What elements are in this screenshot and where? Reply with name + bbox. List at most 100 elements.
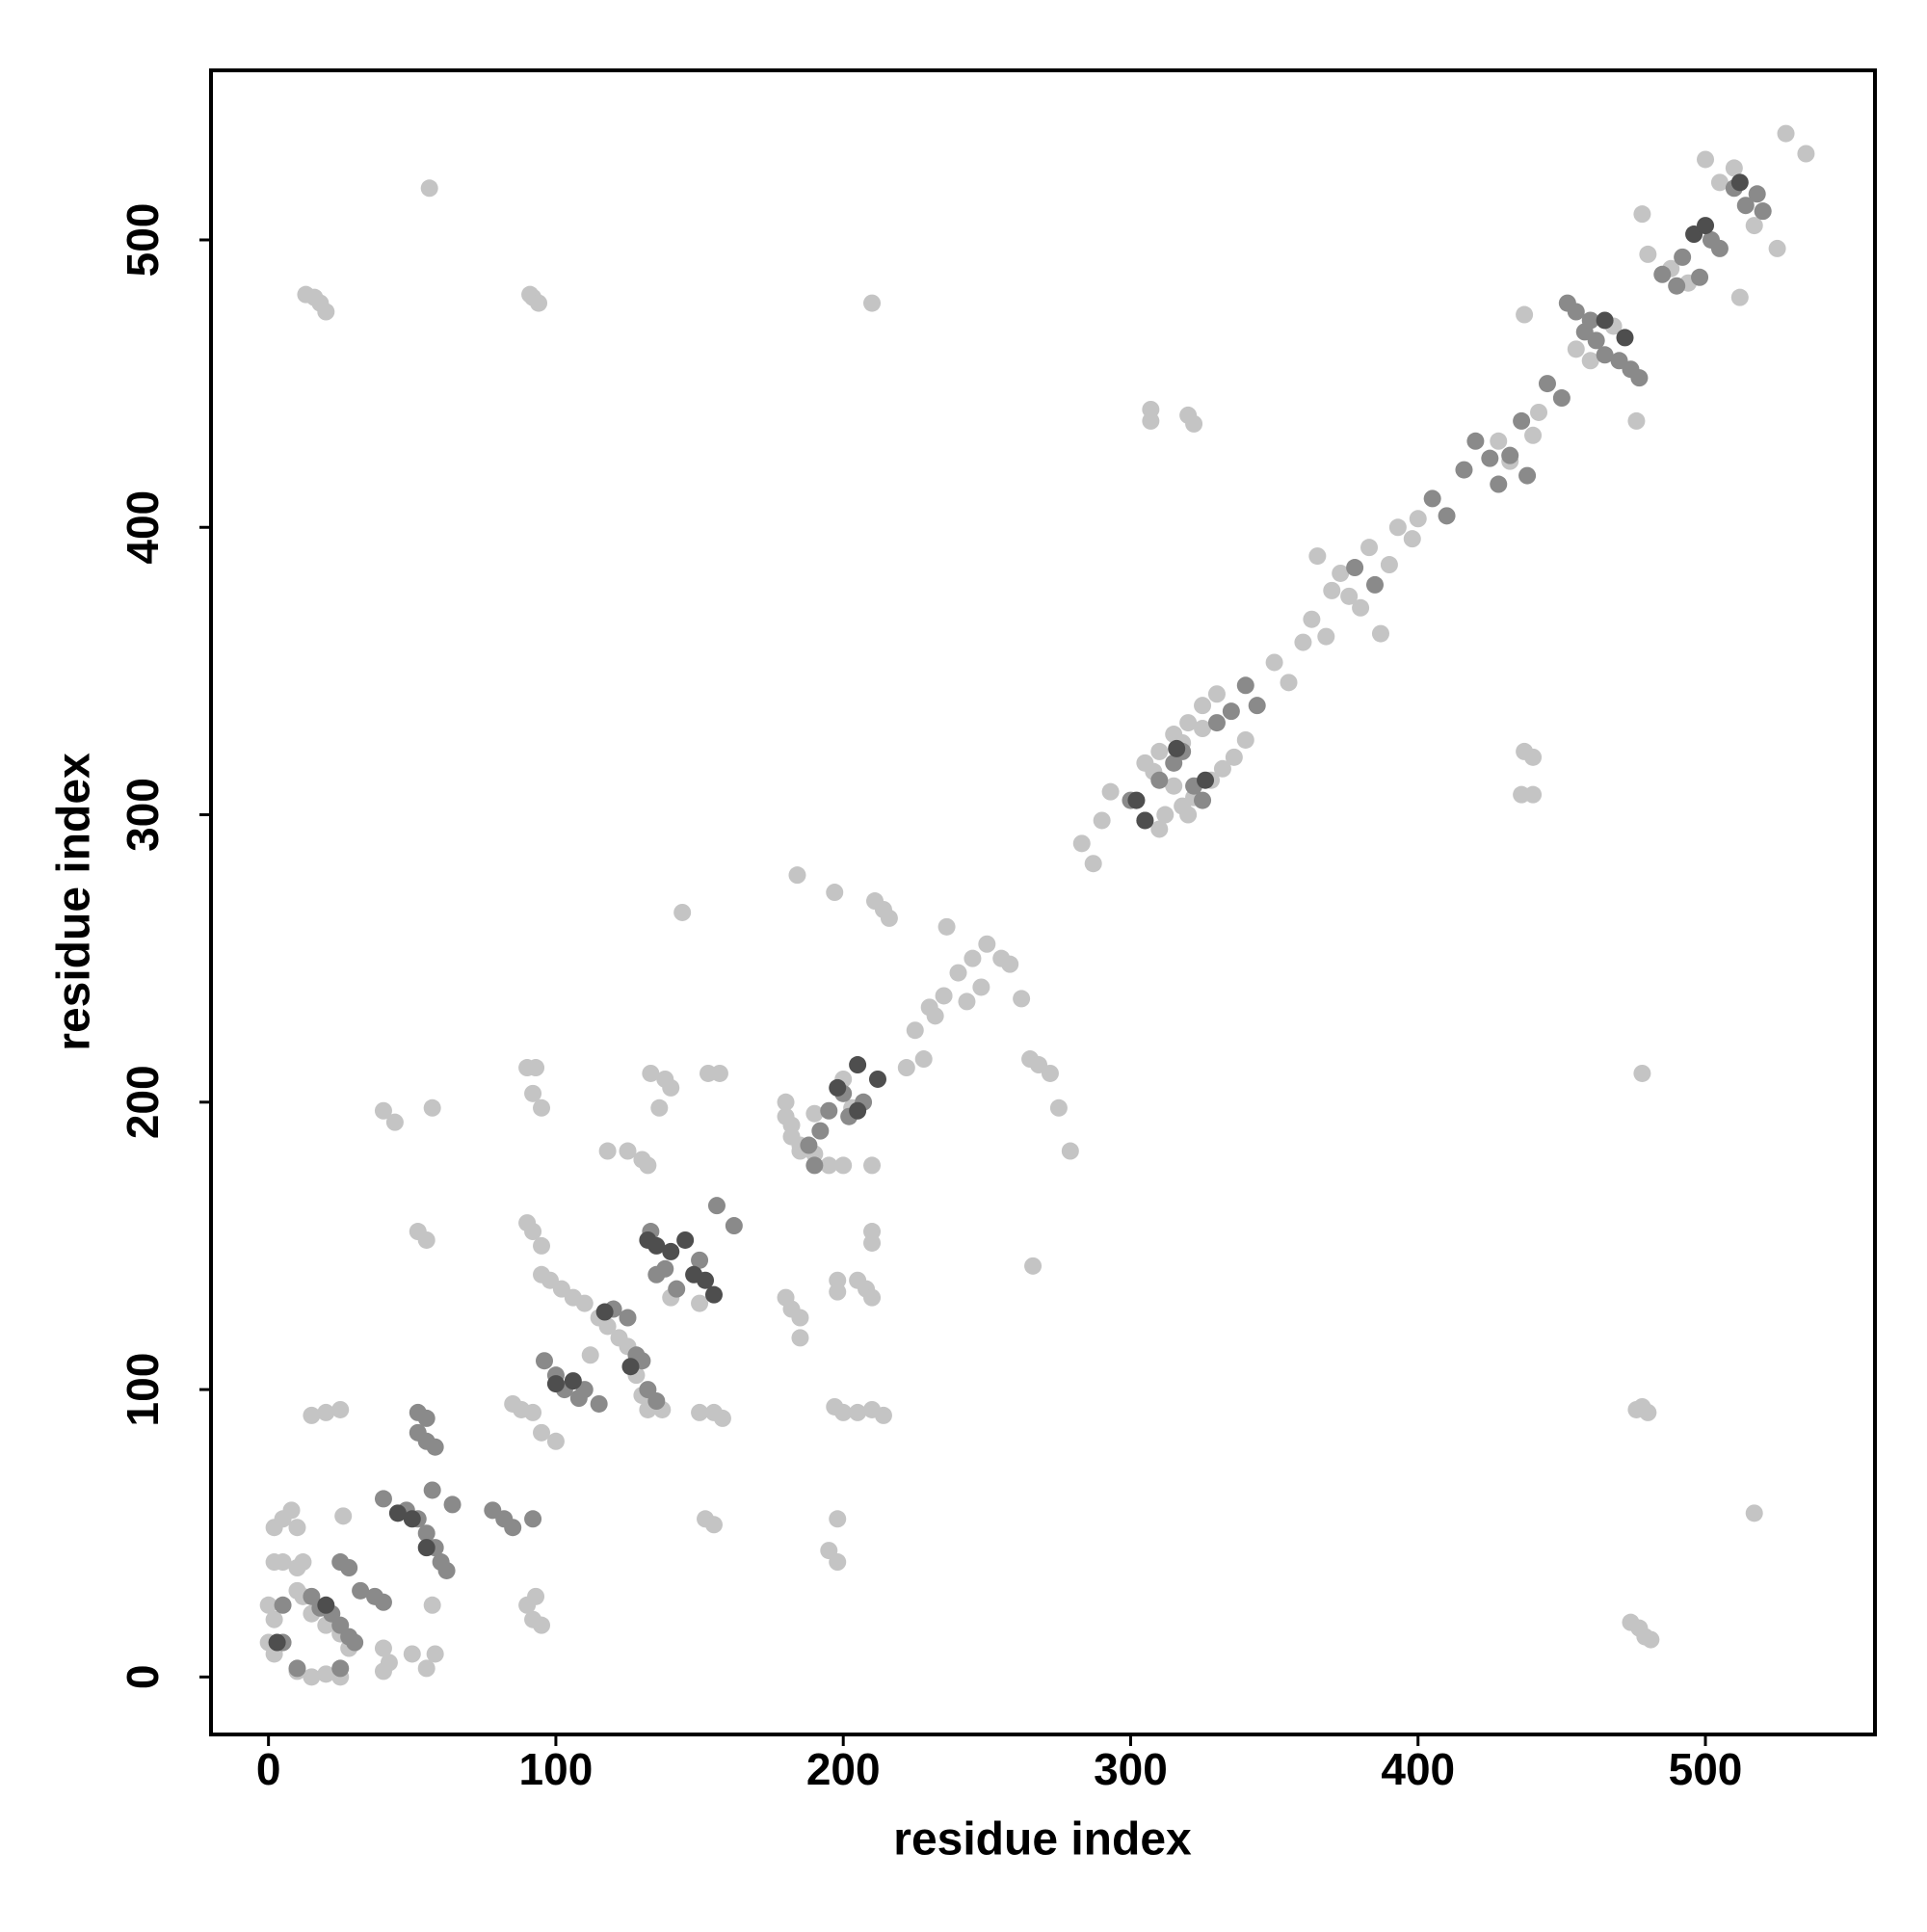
contact-point bbox=[524, 1223, 542, 1241]
contact-point bbox=[1165, 777, 1183, 795]
contact-point bbox=[1642, 1630, 1660, 1649]
contact-point bbox=[691, 1403, 709, 1421]
contact-point bbox=[524, 1510, 542, 1528]
contact-point bbox=[829, 1078, 847, 1097]
contact-point bbox=[1222, 702, 1240, 721]
contact-point bbox=[1150, 820, 1169, 838]
y-tick-label: 100 bbox=[118, 1353, 168, 1427]
contact-point bbox=[1596, 346, 1614, 364]
contact-point bbox=[914, 1050, 933, 1069]
contact-point bbox=[1360, 539, 1379, 557]
contact-point bbox=[533, 1098, 551, 1117]
plot-frame bbox=[209, 68, 1877, 1736]
contact-point bbox=[788, 866, 806, 885]
contact-point bbox=[710, 1064, 728, 1082]
contact-point bbox=[791, 1309, 809, 1327]
contact-point bbox=[1630, 369, 1649, 387]
contact-point bbox=[385, 1113, 404, 1131]
contact-point bbox=[265, 1610, 283, 1628]
contact-point bbox=[791, 1329, 809, 1347]
x-axis-title: residue index bbox=[893, 1814, 1192, 1866]
contact-point bbox=[527, 1587, 545, 1605]
contact-point bbox=[575, 1294, 594, 1312]
contact-point bbox=[1303, 610, 1321, 628]
contact-point bbox=[417, 1524, 436, 1543]
contact-point bbox=[1616, 329, 1634, 347]
contact-point bbox=[443, 1495, 462, 1514]
contact-point bbox=[1072, 834, 1091, 853]
contact-point bbox=[1308, 547, 1327, 566]
contact-point bbox=[533, 1616, 551, 1634]
contact-point bbox=[274, 1596, 292, 1614]
contact-point bbox=[1136, 811, 1154, 830]
contact-point bbox=[805, 1156, 824, 1175]
contact-point bbox=[964, 949, 982, 967]
contact-point bbox=[647, 1236, 666, 1255]
contact-point bbox=[1194, 697, 1212, 715]
y-tick-label: 400 bbox=[118, 490, 168, 565]
contact-point bbox=[1754, 202, 1772, 221]
contact-point bbox=[1567, 303, 1585, 321]
contact-point bbox=[598, 1142, 617, 1160]
contact-point bbox=[1797, 145, 1815, 163]
contact-point bbox=[1185, 414, 1203, 433]
contact-point bbox=[639, 1156, 657, 1175]
contact-point bbox=[1371, 624, 1389, 643]
contact-point bbox=[897, 1059, 915, 1077]
contact-point bbox=[849, 1403, 867, 1421]
contact-point bbox=[317, 1665, 335, 1683]
contact-point bbox=[504, 1519, 522, 1537]
contact-point bbox=[1150, 771, 1169, 789]
contact-point bbox=[1455, 461, 1473, 479]
contact-point bbox=[388, 1504, 407, 1522]
contact-point bbox=[1142, 411, 1160, 430]
contact-point bbox=[868, 1070, 886, 1088]
contact-point bbox=[331, 1553, 350, 1572]
contact-point bbox=[1409, 510, 1427, 528]
contact-point bbox=[1748, 185, 1766, 203]
contact-point bbox=[590, 1394, 608, 1413]
contact-point bbox=[331, 1400, 350, 1418]
contact-point bbox=[1481, 449, 1499, 467]
contact-point bbox=[331, 1659, 350, 1678]
contact-point bbox=[1127, 791, 1146, 809]
contact-point bbox=[1490, 432, 1508, 450]
contact-point bbox=[1084, 855, 1102, 873]
y-tick-label: 0 bbox=[118, 1665, 168, 1690]
contact-point bbox=[1346, 559, 1364, 577]
contact-point bbox=[673, 903, 692, 921]
contact-point bbox=[437, 1561, 456, 1579]
contact-point bbox=[691, 1251, 709, 1269]
contact-point bbox=[598, 1317, 617, 1336]
contact-point bbox=[1524, 426, 1543, 444]
contact-point bbox=[782, 1116, 801, 1134]
contact-point bbox=[1236, 676, 1254, 695]
contact-point bbox=[288, 1519, 306, 1537]
contact-point bbox=[1518, 466, 1537, 485]
contact-point bbox=[274, 1553, 292, 1572]
contact-point bbox=[874, 1406, 892, 1424]
contact-point bbox=[317, 1596, 335, 1614]
contact-point bbox=[1567, 340, 1585, 358]
contact-point bbox=[1581, 311, 1599, 330]
contact-point bbox=[1366, 575, 1385, 594]
contact-point bbox=[1332, 564, 1350, 582]
contact-point bbox=[1024, 1257, 1043, 1275]
contact-point bbox=[1061, 1142, 1079, 1160]
contact-point bbox=[1423, 490, 1441, 508]
contact-point bbox=[849, 1056, 867, 1074]
contact-point bbox=[958, 992, 976, 1011]
y-axis-title: residue index bbox=[49, 753, 100, 1051]
contact-point bbox=[1524, 785, 1543, 804]
x-tick-label: 100 bbox=[519, 1744, 594, 1794]
contact-point bbox=[880, 909, 898, 927]
contact-point bbox=[595, 1303, 614, 1321]
contact-point bbox=[1013, 990, 1031, 1008]
contact-point bbox=[662, 1078, 680, 1097]
contact-point bbox=[713, 1409, 731, 1427]
contact-point bbox=[303, 1406, 321, 1424]
contact-point bbox=[1340, 587, 1359, 605]
contact-point bbox=[1633, 205, 1651, 224]
contact-point bbox=[1691, 268, 1709, 286]
